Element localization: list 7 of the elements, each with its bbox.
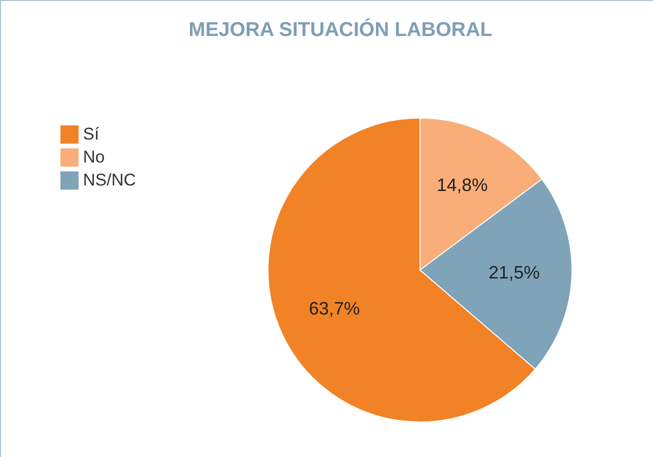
legend-label: No bbox=[83, 148, 105, 166]
data-label: 14,8% bbox=[436, 174, 488, 195]
legend-label: NS/NC bbox=[83, 170, 136, 190]
chart-title: MEJORA SITUACIÓN LABORAL bbox=[188, 18, 492, 41]
legend-label: Sí bbox=[83, 124, 100, 144]
data-label: 63,7% bbox=[308, 298, 360, 318]
data-label: 21,5% bbox=[488, 262, 540, 282]
